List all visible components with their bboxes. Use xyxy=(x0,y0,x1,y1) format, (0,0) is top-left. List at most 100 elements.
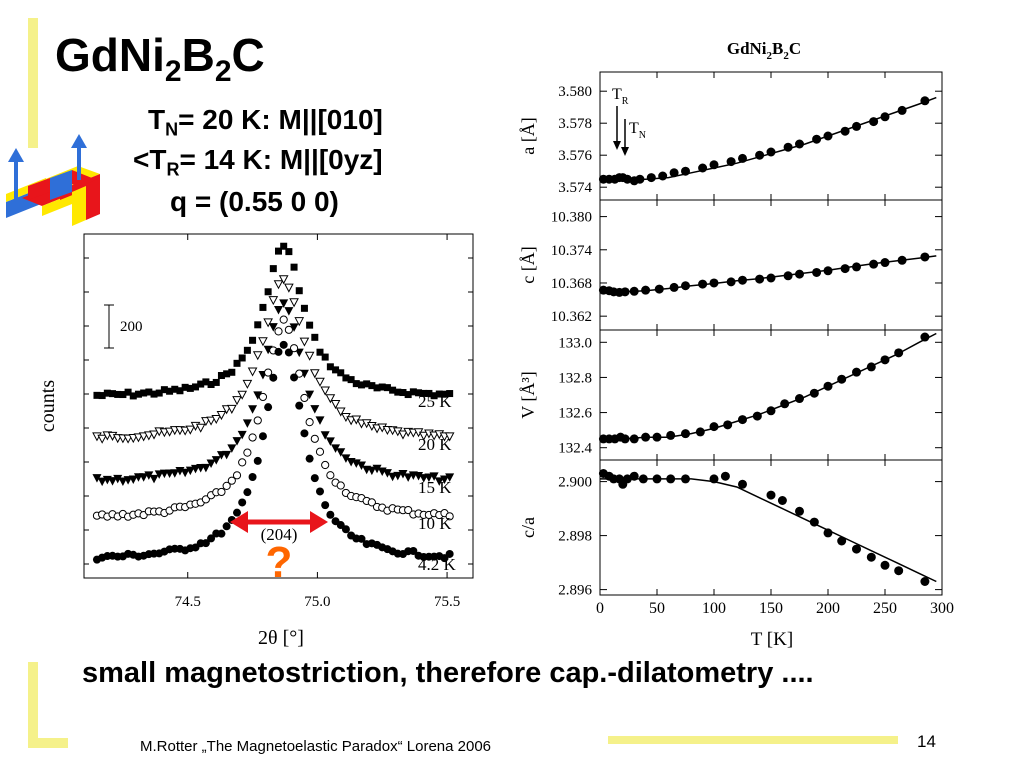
y-tick-label: 132.8 xyxy=(558,370,592,386)
diffraction-point xyxy=(108,477,118,486)
diffraction-point xyxy=(228,368,236,376)
legend-label: 15 K xyxy=(418,478,452,497)
diffraction-point xyxy=(253,456,262,465)
diffraction-point xyxy=(170,469,180,478)
data-point xyxy=(654,284,664,294)
diffraction-point xyxy=(378,383,386,391)
diffraction-point xyxy=(243,488,252,497)
diffraction-point xyxy=(425,389,433,397)
y-tick-label: 3.580 xyxy=(558,84,592,100)
diffraction-point xyxy=(310,474,319,483)
diffraction-point xyxy=(274,347,283,356)
diffraction-point xyxy=(227,476,236,485)
diffraction-point xyxy=(97,434,107,444)
diffraction-series: 25 K 20 K 15 K 10 K 4.2 K xyxy=(92,242,457,574)
panel-frame xyxy=(599,329,943,461)
data-point xyxy=(698,279,708,289)
y-tick-label: 133.0 xyxy=(558,335,592,351)
tr-sub: R xyxy=(166,159,180,180)
diffraction-point xyxy=(119,391,127,399)
diffraction-point xyxy=(342,374,350,382)
y-tick-label: 3.576 xyxy=(558,148,592,164)
y-tick-label: 10.380 xyxy=(551,210,592,226)
data-point xyxy=(726,157,736,167)
data-point xyxy=(880,112,890,122)
data-point xyxy=(709,160,719,170)
data-point xyxy=(723,420,733,430)
diffraction-point xyxy=(232,396,242,406)
diffraction-point xyxy=(223,370,231,378)
diffraction-point xyxy=(186,384,194,392)
diffraction-point xyxy=(133,433,144,443)
data-point xyxy=(823,381,833,391)
diffraction-point xyxy=(389,386,397,394)
data-point xyxy=(783,271,793,281)
diffraction-point xyxy=(206,459,216,469)
diffraction-point xyxy=(269,373,278,382)
y-tick-label: 3.574 xyxy=(558,180,592,196)
diffraction-point xyxy=(249,336,257,344)
peak-index-label: (204) xyxy=(261,525,298,544)
diffraction-point xyxy=(259,303,267,311)
slide-title: GdNi2B2C xyxy=(55,28,265,89)
data-point xyxy=(766,406,776,416)
diffraction-point xyxy=(372,464,382,474)
diffraction-point xyxy=(98,392,106,400)
data-point xyxy=(837,374,847,384)
diffraction-point xyxy=(242,379,253,389)
data-point xyxy=(812,134,822,144)
diffraction-point xyxy=(258,337,268,347)
transition-annotations: TR TN xyxy=(612,86,646,156)
panel-ylabel: c [Å] xyxy=(518,246,538,283)
data-point xyxy=(823,131,833,141)
diffraction-point xyxy=(227,444,237,453)
data-point xyxy=(837,536,847,546)
lattice-x-tick-labels: 0 50 100 150 200 250 300 xyxy=(596,600,954,617)
y-tick-label: 2.900 xyxy=(558,475,592,491)
diffraction-point xyxy=(268,323,278,332)
diffraction-point xyxy=(134,390,142,398)
data-point xyxy=(638,474,648,484)
diffraction-point xyxy=(284,283,294,293)
lattice-xlabel: T [K] xyxy=(751,629,793,650)
diffraction-point xyxy=(233,359,241,367)
data-point xyxy=(695,427,705,437)
accent-bar-bottom-left-horizontal xyxy=(28,738,68,748)
series-4-2-k: 4.2 K xyxy=(92,340,457,574)
diffraction-point xyxy=(269,265,277,273)
diffraction-point xyxy=(202,378,210,386)
diffraction-point xyxy=(279,340,288,349)
data-point xyxy=(652,474,662,484)
diffraction-point xyxy=(420,389,428,397)
data-point xyxy=(795,394,804,404)
lattice-x-tick-label: 0 xyxy=(596,600,604,617)
data-point xyxy=(666,430,676,440)
diffraction-point xyxy=(435,390,443,398)
data-point xyxy=(920,332,930,342)
crystal-structure-icon xyxy=(6,134,100,226)
data-point xyxy=(783,142,793,152)
title-end: C xyxy=(231,29,265,81)
diffraction-point xyxy=(320,386,331,396)
data-point xyxy=(755,150,765,160)
diffraction-point xyxy=(310,405,320,414)
data-point xyxy=(755,274,765,284)
diffraction-point xyxy=(185,466,195,476)
data-point xyxy=(897,105,907,115)
diffraction-point xyxy=(415,389,423,397)
diffraction-point xyxy=(232,437,242,446)
diffraction-point xyxy=(367,498,376,507)
data-point xyxy=(780,399,790,409)
diffraction-point xyxy=(274,306,283,315)
tr-info-line: <TR= 14 K: M||[0yz] xyxy=(133,144,383,181)
diffraction-point xyxy=(222,522,231,531)
diffraction-point xyxy=(248,433,257,442)
diffraction-point xyxy=(197,380,205,388)
diffraction-point xyxy=(237,430,247,440)
data-point xyxy=(658,171,668,181)
diffraction-point xyxy=(275,247,282,255)
diffraction-point xyxy=(263,318,273,328)
diffraction-point xyxy=(325,437,335,446)
diffraction-point xyxy=(93,391,101,399)
